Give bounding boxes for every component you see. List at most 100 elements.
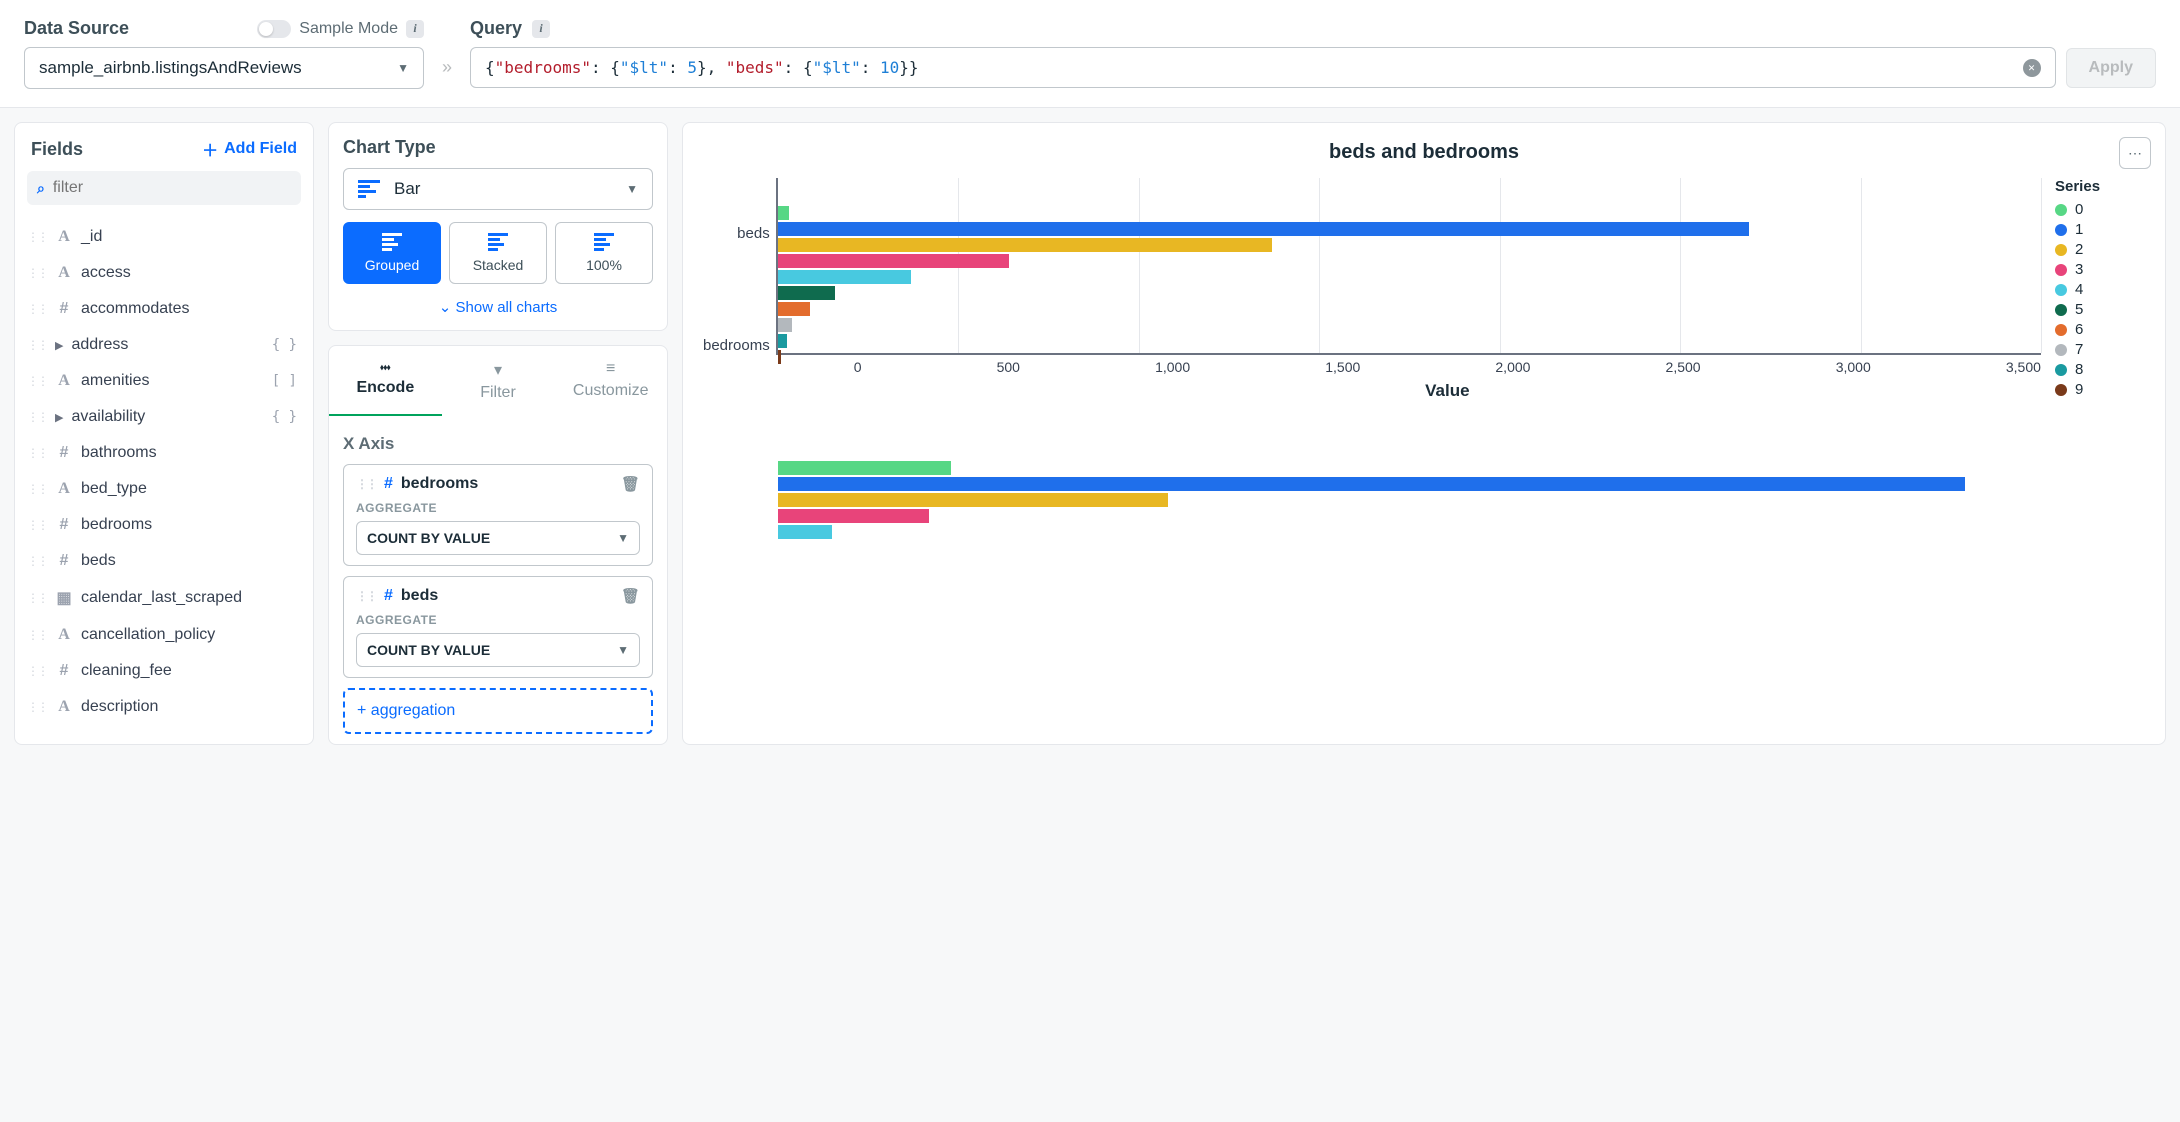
show-all-charts[interactable]: ⌄ Show all charts: [343, 298, 653, 316]
chart-bar: [778, 461, 951, 475]
add-field-button[interactable]: ＋ Add Field: [202, 137, 297, 161]
field-row[interactable]: ⋮⋮Aamenities[ ]: [15, 363, 313, 399]
query-input[interactable]: {"bedrooms": {"$lt": 5}, "beds": {"$lt":…: [470, 47, 2056, 88]
legend-item: 6: [2055, 321, 2145, 338]
chart-legend: Series 0123456789: [2055, 178, 2145, 401]
fields-search[interactable]: ⌕: [27, 171, 301, 205]
drag-handle-icon: ⋮⋮: [27, 446, 47, 460]
chart-bar: [778, 222, 1749, 236]
x-axis-label: Value: [776, 381, 2041, 401]
drag-handle-icon: ⋮⋮: [27, 664, 47, 678]
info-icon[interactable]: i: [532, 20, 550, 38]
search-icon: ⌕: [37, 180, 45, 197]
chart-bar: [778, 254, 1009, 268]
field-row[interactable]: ⋮⋮#cleaning_fee: [15, 653, 313, 689]
chart-bar: [778, 286, 836, 300]
info-icon[interactable]: i: [406, 20, 424, 38]
chart-bar: [778, 206, 789, 220]
field-row[interactable]: ⋮⋮#beds: [15, 543, 313, 579]
encode-card: ⬪⬪⬪Encode▾Filter≡Customize X Axis ⋮⋮#bed…: [328, 345, 668, 745]
legend-item: 4: [2055, 281, 2145, 298]
hash-icon: #: [384, 475, 393, 493]
encode-field: ⋮⋮#bedrooms🗑AGGREGATECOUNT BY VALUE▼: [343, 464, 653, 566]
chart-bar: [778, 302, 810, 316]
chart-bar: [778, 477, 1965, 491]
fields-panel: Fields ＋ Add Field ⌕ ⋮⋮A_id⋮⋮Aaccess⋮⋮#a…: [14, 122, 314, 745]
sample-mode-label: Sample Mode: [299, 20, 398, 38]
chart-bar: [778, 509, 930, 523]
tab-customize[interactable]: ≡Customize: [554, 346, 667, 416]
drag-handle-icon: ⋮⋮: [27, 518, 47, 532]
x-tick-label: 1,000: [1155, 359, 1190, 375]
drag-handle-icon: ⋮⋮: [27, 410, 47, 424]
chevron-down-icon: ▼: [626, 182, 638, 196]
data-source-select[interactable]: sample_airbnb.listingsAndReviews ▼: [24, 47, 424, 89]
chart-plot: [776, 178, 2041, 355]
drag-handle-icon: ⋮⋮: [27, 554, 47, 568]
chart-type-title: Chart Type: [343, 137, 653, 158]
x-tick-label: 0: [854, 359, 862, 375]
tab-filter[interactable]: ▾Filter: [442, 346, 555, 416]
data-source-value: sample_airbnb.listingsAndReviews: [39, 58, 302, 78]
chart-mode-100%[interactable]: 100%: [555, 222, 653, 284]
bar-chart-icon: [358, 180, 380, 198]
field-row[interactable]: ⋮⋮#bedrooms: [15, 507, 313, 543]
chart-menu-button[interactable]: ⋯: [2119, 137, 2151, 169]
tab-encode[interactable]: ⬪⬪⬪Encode: [329, 346, 442, 416]
drag-handle-icon: ⋮⋮: [27, 591, 47, 605]
x-tick-label: 3,500: [2006, 359, 2041, 375]
top-bar: Data Source Sample Mode i sample_airbnb.…: [0, 0, 2180, 108]
hash-icon: #: [384, 587, 393, 605]
legend-item: 7: [2055, 341, 2145, 358]
chevron-right-icon: »: [442, 29, 452, 78]
x-tick-label: 1,500: [1325, 359, 1360, 375]
chart-bar: [778, 318, 792, 332]
chart-bar: [778, 334, 787, 348]
field-row[interactable]: ⋮⋮#bathrooms: [15, 435, 313, 471]
encode-field: ⋮⋮#beds🗑AGGREGATECOUNT BY VALUE▼: [343, 576, 653, 678]
drag-handle-icon: ⋮⋮: [356, 589, 376, 603]
chart-bar: [778, 350, 782, 364]
chart-type-select[interactable]: Bar ▼: [343, 168, 653, 210]
field-row[interactable]: ⋮⋮▶availability{ }: [15, 399, 313, 435]
x-tick-label: 3,000: [1836, 359, 1871, 375]
field-row[interactable]: ⋮⋮▶address{ }: [15, 327, 313, 363]
chart-title: beds and bedrooms: [703, 141, 2145, 164]
chart-panel: ⋯ beds and bedrooms bedsbedrooms 05001,0…: [682, 122, 2166, 745]
y-tick-label: beds: [737, 225, 770, 242]
drag-handle-icon: ⋮⋮: [27, 230, 47, 244]
x-tick-label: 500: [997, 359, 1020, 375]
chart-mode-stacked[interactable]: Stacked: [449, 222, 547, 284]
aggregate-select[interactable]: COUNT BY VALUE▼: [356, 633, 640, 667]
field-row[interactable]: ⋮⋮#accommodates: [15, 291, 313, 327]
clear-query-icon[interactable]: ✕: [2023, 59, 2041, 77]
field-row[interactable]: ⋮⋮Adescription: [15, 689, 313, 725]
legend-item: 9: [2055, 381, 2145, 398]
drag-handle-icon: ⋮⋮: [27, 266, 47, 280]
drag-handle-icon: ⋮⋮: [27, 628, 47, 642]
aggregate-select[interactable]: COUNT BY VALUE▼: [356, 521, 640, 555]
apply-button[interactable]: Apply: [2066, 48, 2156, 88]
field-row[interactable]: ⋮⋮Acancellation_policy: [15, 617, 313, 653]
field-row[interactable]: ⋮⋮Aaccess: [15, 255, 313, 291]
drag-handle-icon: ⋮⋮: [27, 700, 47, 714]
chart-bar: [778, 525, 832, 539]
add-aggregation[interactable]: + aggregation: [343, 688, 653, 734]
sample-mode-toggle[interactable]: [257, 20, 291, 38]
field-row[interactable]: ⋮⋮Abed_type: [15, 471, 313, 507]
trash-icon[interactable]: 🗑: [621, 475, 640, 493]
field-row[interactable]: ⋮⋮▦calendar_last_scraped: [15, 579, 313, 617]
chart-bar: [778, 493, 1168, 507]
query-text: {"bedrooms": {"$lt": 5}, "beds": {"$lt":…: [485, 58, 919, 77]
drag-handle-icon: ⋮⋮: [27, 302, 47, 316]
fields-filter-input[interactable]: [53, 179, 291, 197]
drag-handle-icon: ⋮⋮: [27, 374, 47, 388]
data-source-label: Data Source: [24, 18, 129, 39]
field-row[interactable]: ⋮⋮A_id: [15, 219, 313, 255]
x-tick-label: 2,500: [1666, 359, 1701, 375]
chart-mode-grouped[interactable]: Grouped: [343, 222, 441, 284]
chart-bar: [778, 270, 912, 284]
field-list[interactable]: ⋮⋮A_id⋮⋮Aaccess⋮⋮#accommodates⋮⋮▶address…: [15, 215, 313, 744]
chart-bar: [778, 238, 1272, 252]
trash-icon[interactable]: 🗑: [621, 587, 640, 605]
